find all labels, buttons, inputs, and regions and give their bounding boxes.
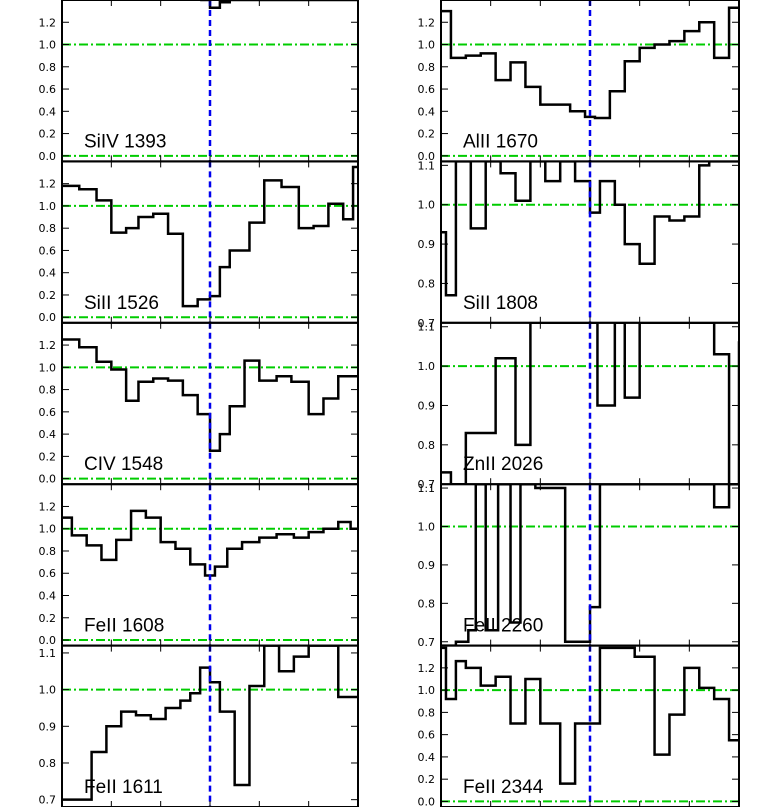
y-tick-label: 0.8 — [418, 61, 436, 74]
y-tick-label: 1.1 — [418, 321, 436, 334]
y-tick-label: 0.8 — [418, 597, 436, 610]
y-tick-label: 0.2 — [39, 289, 57, 302]
panel-label: ZnII 2026 — [463, 454, 543, 475]
y-tick-label: 0.8 — [39, 384, 57, 397]
panel-label: FeII 1608 — [84, 616, 164, 637]
y-tick-label: 1.2 — [418, 662, 436, 675]
panel-label: SiII 1526 — [84, 293, 159, 314]
y-tick-label: 0.7 — [39, 794, 57, 807]
panel-label: FeII 1611 — [84, 777, 163, 798]
y-tick-label: 0.4 — [39, 428, 57, 441]
panel-label: SiII 1808 — [463, 293, 538, 314]
y-tick-label: 0.8 — [39, 61, 57, 74]
y-tick-label: 1.0 — [418, 520, 436, 533]
spectrum-2 — [62, 338, 358, 453]
panel-2: 0.0 0.2 0.4 0.6 0.8 1.0 1.2 CIV 1548 — [39, 321, 359, 486]
y-tick-label: 0.2 — [39, 612, 57, 625]
y-tick-label: 0.9 — [418, 238, 436, 251]
spectrum-3 — [62, 509, 358, 577]
y-tick-label: 0.7 — [418, 478, 436, 491]
y-tick-label: 0.8 — [39, 757, 57, 770]
panel-9: 0.0 0.2 0.4 0.6 0.8 1.0 1.2 FeII 2344 — [418, 644, 740, 807]
y-tick-label: 0.0 — [39, 311, 57, 324]
panel-4: 0.7 0.8 0.9 1.0 1.1 FeII 1611 — [39, 644, 359, 807]
y-tick-label: 1.1 — [39, 647, 57, 660]
y-tick-label: 1.0 — [39, 39, 57, 52]
y-tick-label: 0.4 — [418, 751, 436, 764]
y-tick-label: 1.0 — [39, 200, 57, 213]
panel-1: 0.0 0.2 0.4 0.6 0.8 1.0 1.2 SiII 1526 — [39, 160, 359, 324]
y-tick-label: 1.2 — [39, 500, 57, 513]
y-tick-label: 0.6 — [418, 729, 436, 742]
y-tick-label: 0.9 — [418, 399, 436, 412]
panel-8: 0.7 0.8 0.9 1.0 1.1 FeII 2260 — [418, 482, 740, 649]
y-tick-label: 0.8 — [418, 706, 436, 719]
panel-label: FeII 2344 — [463, 777, 544, 798]
y-tick-label: 0.6 — [39, 406, 57, 419]
spectrum-0 — [200, 0, 358, 10]
panel-label: AlII 1670 — [463, 131, 538, 152]
y-tick-label: 1.2 — [39, 16, 57, 29]
panel-0: 0.0 0.2 0.4 0.6 0.8 1.0 1.2 SiIV 1393 — [39, 0, 359, 163]
y-tick-label: 0.0 — [418, 795, 436, 807]
y-tick-label: 0.6 — [39, 83, 57, 96]
y-tick-label: 0.8 — [39, 222, 57, 235]
y-tick-label: 1.0 — [418, 199, 436, 212]
y-tick-label: 0.8 — [418, 277, 436, 290]
panel-3: 0.0 0.2 0.4 0.6 0.8 1.0 1.2 FeII 1608 — [39, 483, 359, 647]
y-tick-label: 1.0 — [39, 523, 57, 536]
y-tick-label: 1.0 — [418, 684, 436, 697]
y-tick-label: 0.6 — [39, 567, 57, 580]
y-tick-label: 0.0 — [39, 634, 57, 647]
panel-5: 0.0 0.2 0.4 0.6 0.8 1.0 1.2 AlII 1670 — [418, 0, 740, 163]
y-tick-label: 0.2 — [39, 450, 57, 463]
panel-7: 0.7 0.8 0.9 1.0 1.1 ZnII 2026 — [418, 321, 740, 491]
y-tick-label: 0.6 — [39, 244, 57, 257]
y-tick-label: 0.8 — [39, 545, 57, 558]
y-tick-label: 0.4 — [39, 590, 57, 603]
y-tick-label: 0.0 — [418, 150, 436, 163]
y-tick-label: 0.9 — [39, 720, 57, 733]
panel-label: CIV 1548 — [84, 454, 163, 475]
y-tick-label: 1.0 — [418, 39, 436, 52]
y-tick-label: 0.0 — [39, 473, 57, 486]
spectrum-4 — [62, 645, 358, 801]
y-tick-label: 0.7 — [418, 636, 436, 649]
y-tick-label: 0.0 — [39, 150, 57, 163]
y-tick-label: 0.9 — [418, 559, 436, 572]
y-tick-label: 1.2 — [39, 178, 57, 191]
y-tick-label: 0.6 — [418, 83, 436, 96]
y-tick-label: 0.4 — [39, 267, 57, 280]
y-tick-label: 1.0 — [418, 360, 436, 373]
spectrum-1 — [62, 165, 358, 308]
y-tick-label: 0.2 — [39, 128, 57, 141]
y-tick-label: 1.0 — [39, 684, 57, 697]
y-tick-label: 1.1 — [418, 482, 436, 495]
y-tick-label: 1.0 — [39, 361, 57, 374]
y-tick-label: 0.2 — [418, 773, 436, 786]
y-tick-label: 1.2 — [418, 16, 436, 29]
y-tick-label: 0.4 — [39, 105, 57, 118]
y-tick-label: 1.2 — [39, 339, 57, 352]
spectrum-8 — [441, 484, 739, 646]
y-tick-label: 0.4 — [418, 105, 436, 118]
spectrum-7 — [441, 322, 739, 485]
panel-label: SiIV 1393 — [84, 131, 166, 152]
spectrum-9 — [441, 646, 739, 785]
y-tick-label: 1.1 — [418, 159, 436, 172]
spectrum-6 — [441, 161, 739, 297]
y-tick-label: 0.7 — [418, 317, 436, 330]
spectrum-5 — [441, 6, 739, 120]
panel-label: FeII 2260 — [463, 616, 543, 637]
panel-6: 0.7 0.8 0.9 1.0 1.1 SiII 1808 — [418, 159, 740, 330]
y-tick-label: 0.8 — [418, 439, 436, 452]
y-tick-label: 0.2 — [418, 128, 436, 141]
